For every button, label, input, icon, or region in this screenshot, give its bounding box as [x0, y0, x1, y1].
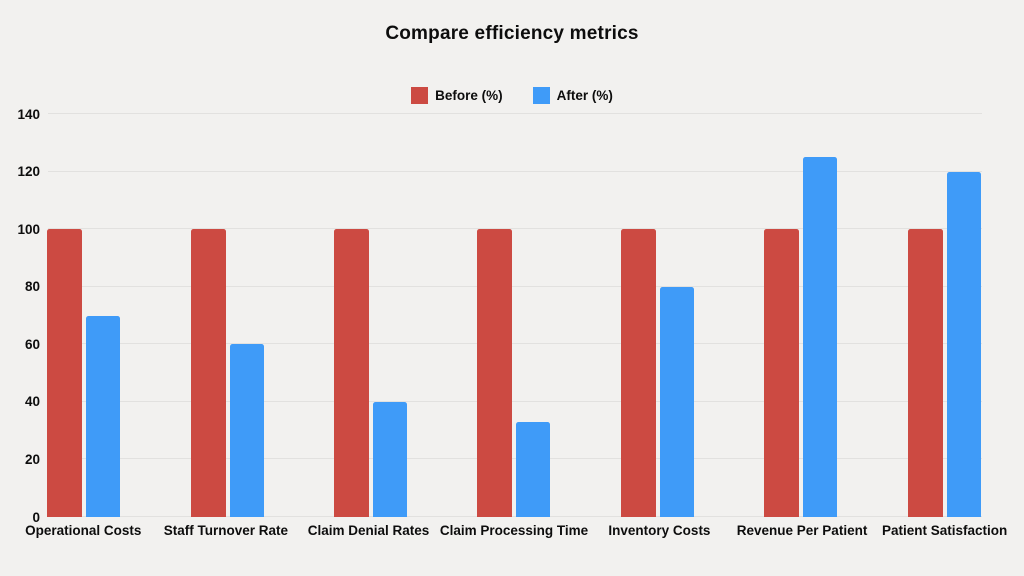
y-tick-label: 60 [24, 336, 40, 352]
bar-after [86, 315, 121, 517]
legend-label-before: Before (%) [435, 88, 503, 103]
gridline [48, 343, 982, 345]
bar-after [946, 171, 981, 517]
bar-before [764, 229, 800, 517]
y-tick-label: 20 [24, 451, 40, 467]
gridline [48, 113, 982, 114]
legend-item-after[interactable]: After (%) [532, 87, 613, 104]
category-label: Patient Satisfaction [882, 523, 1008, 538]
bar-group [299, 114, 442, 517]
bar-before [477, 229, 513, 517]
bar-groups [12, 114, 1016, 517]
gridline [48, 516, 982, 517]
category-label: Claim Processing Time [439, 523, 589, 538]
bar-after [659, 286, 694, 517]
x-axis-labels: Operational Costs Staff Turnover Rate Clai… [12, 523, 1016, 538]
bar-group [729, 114, 872, 517]
y-tick-label: 120 [17, 163, 40, 179]
bar-before [47, 229, 83, 517]
y-tick-label: 0 [32, 509, 40, 525]
category-label: Revenue Per Patient [736, 523, 868, 538]
category-label: Staff Turnover Rate [163, 523, 289, 538]
grid-layer [12, 113, 1016, 517]
bar-group [155, 114, 298, 517]
bar-before [907, 229, 943, 517]
category-label: Claim Denial Rates [307, 523, 430, 538]
bar-after [516, 422, 551, 517]
legend-swatch-before-icon [411, 87, 429, 104]
gridline [48, 170, 982, 172]
gridline [48, 285, 982, 287]
y-tick-label: 100 [17, 221, 40, 237]
legend-swatch-after-icon [532, 87, 550, 104]
bar-before [190, 229, 226, 517]
gridline [48, 458, 982, 460]
gridline [48, 228, 982, 230]
bar-after [229, 344, 264, 517]
bar-group [586, 114, 729, 517]
bar-before [334, 229, 370, 517]
y-tick-label: 140 [17, 106, 40, 122]
bar-group [442, 114, 585, 517]
category-label: Operational Costs [25, 523, 142, 538]
bar-after [373, 401, 408, 517]
legend: Before (%) After (%) [0, 87, 1024, 104]
y-tick-label: 40 [24, 394, 40, 410]
bar-before [620, 229, 656, 517]
category-label: Inventory Costs [608, 523, 711, 538]
chart-title: Compare efficiency metrics [385, 23, 639, 44]
bar-after [803, 157, 838, 517]
legend-item-before[interactable]: Before (%) [411, 87, 503, 104]
y-tick-label: 80 [24, 278, 40, 294]
legend-label-after: After (%) [556, 88, 613, 103]
gridline [48, 400, 982, 402]
plot-area [12, 113, 1016, 517]
y-axis: 0 20 40 60 80 100 120 140 [0, 107, 40, 523]
bar-group [12, 114, 155, 517]
bar-group [873, 114, 1016, 517]
